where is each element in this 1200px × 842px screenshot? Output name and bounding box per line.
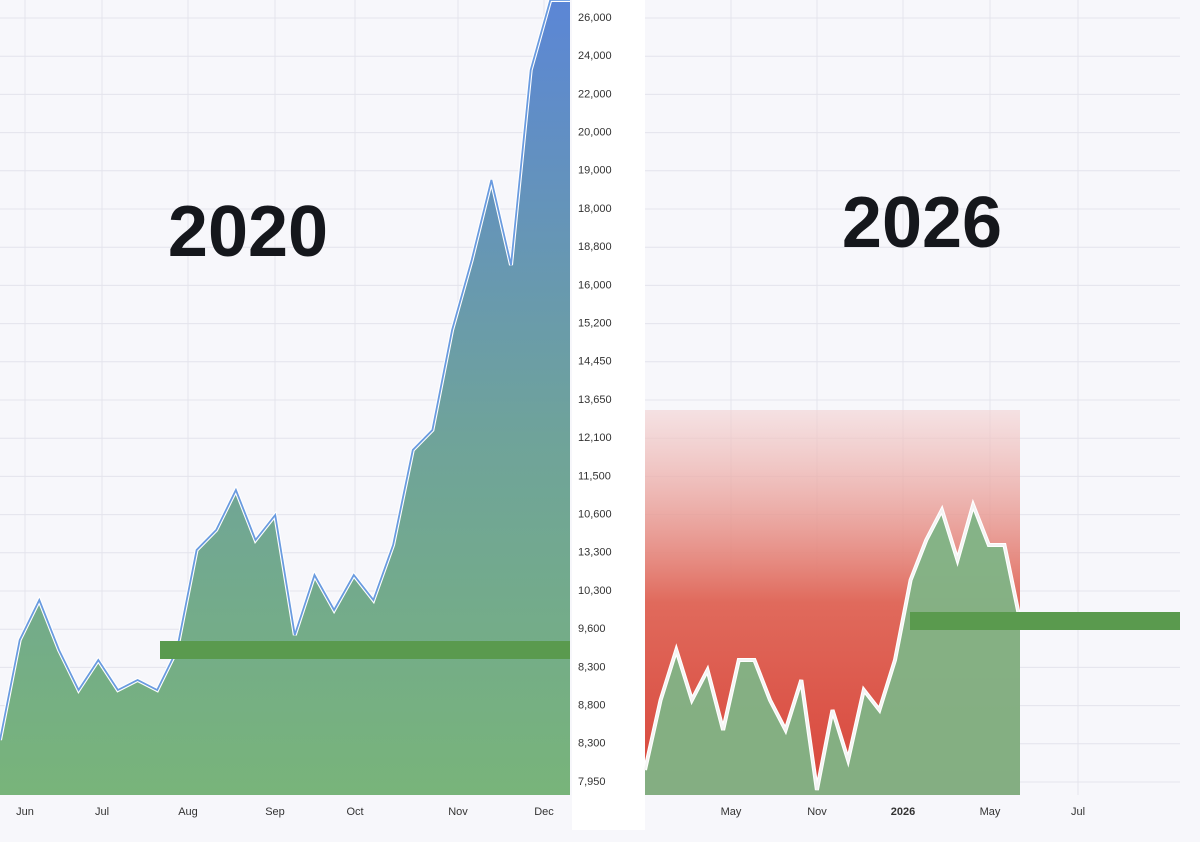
x-tick-label: Aug	[178, 806, 198, 818]
y-tick-label: 18,000	[578, 203, 612, 215]
x-tick-label: Nov	[448, 806, 468, 818]
chart-title: 2026	[842, 183, 1002, 263]
panel	[0, 0, 570, 795]
y-tick-label: 13,300	[578, 547, 612, 559]
y-tick-label: 7,950	[578, 776, 606, 788]
axis-strip	[572, 0, 645, 830]
y-tick-label: 16,000	[578, 279, 612, 291]
area	[0, 0, 570, 795]
line	[644, 502, 1021, 791]
x-tick-label: Sep	[265, 806, 285, 818]
y-tick-label: 19,000	[578, 165, 612, 177]
x-tick-label: Oct	[346, 806, 363, 818]
y-tick-label: 22,000	[578, 88, 612, 100]
x-tick-label: Jul	[1071, 806, 1085, 818]
y-tick-label: 15,200	[578, 318, 612, 330]
line	[0, 0, 570, 741]
x-tick-label: 2026	[891, 806, 915, 818]
y-tick-label: 9,600	[578, 623, 606, 635]
marks	[0, 0, 1180, 795]
y-tick-label: 8,300	[578, 661, 606, 673]
x-tick-label: Jun	[16, 806, 34, 818]
x-tick-label: Jul	[95, 806, 109, 818]
y-tick-label: 24,000	[578, 50, 612, 62]
y-tick-label: 8,800	[578, 700, 606, 712]
y-tick-label: 20,000	[578, 127, 612, 139]
y-tick-label: 10,300	[578, 585, 612, 597]
y-tick-label: 10,600	[578, 509, 612, 521]
y-tick-label: 12,100	[578, 432, 612, 444]
x-tick-label: May	[980, 806, 1001, 818]
panel	[643, 410, 1180, 795]
y-tick-label: 14,450	[578, 356, 612, 368]
y-tick-label: 8,300	[578, 738, 606, 750]
x-tick-label: Nov	[807, 806, 827, 818]
chart-title: 2020	[168, 192, 328, 272]
y-tick-label: 26,000	[578, 12, 612, 24]
level-band	[910, 612, 1180, 630]
level-band	[160, 641, 570, 659]
area	[645, 505, 1020, 795]
y-tick-label: 18,800	[578, 241, 612, 253]
x-tick-label: May	[721, 806, 742, 818]
y-tick-label: 13,650	[578, 394, 612, 406]
x-tick-label: Dec	[534, 806, 554, 818]
y-tick-label: 11,500	[578, 470, 611, 482]
